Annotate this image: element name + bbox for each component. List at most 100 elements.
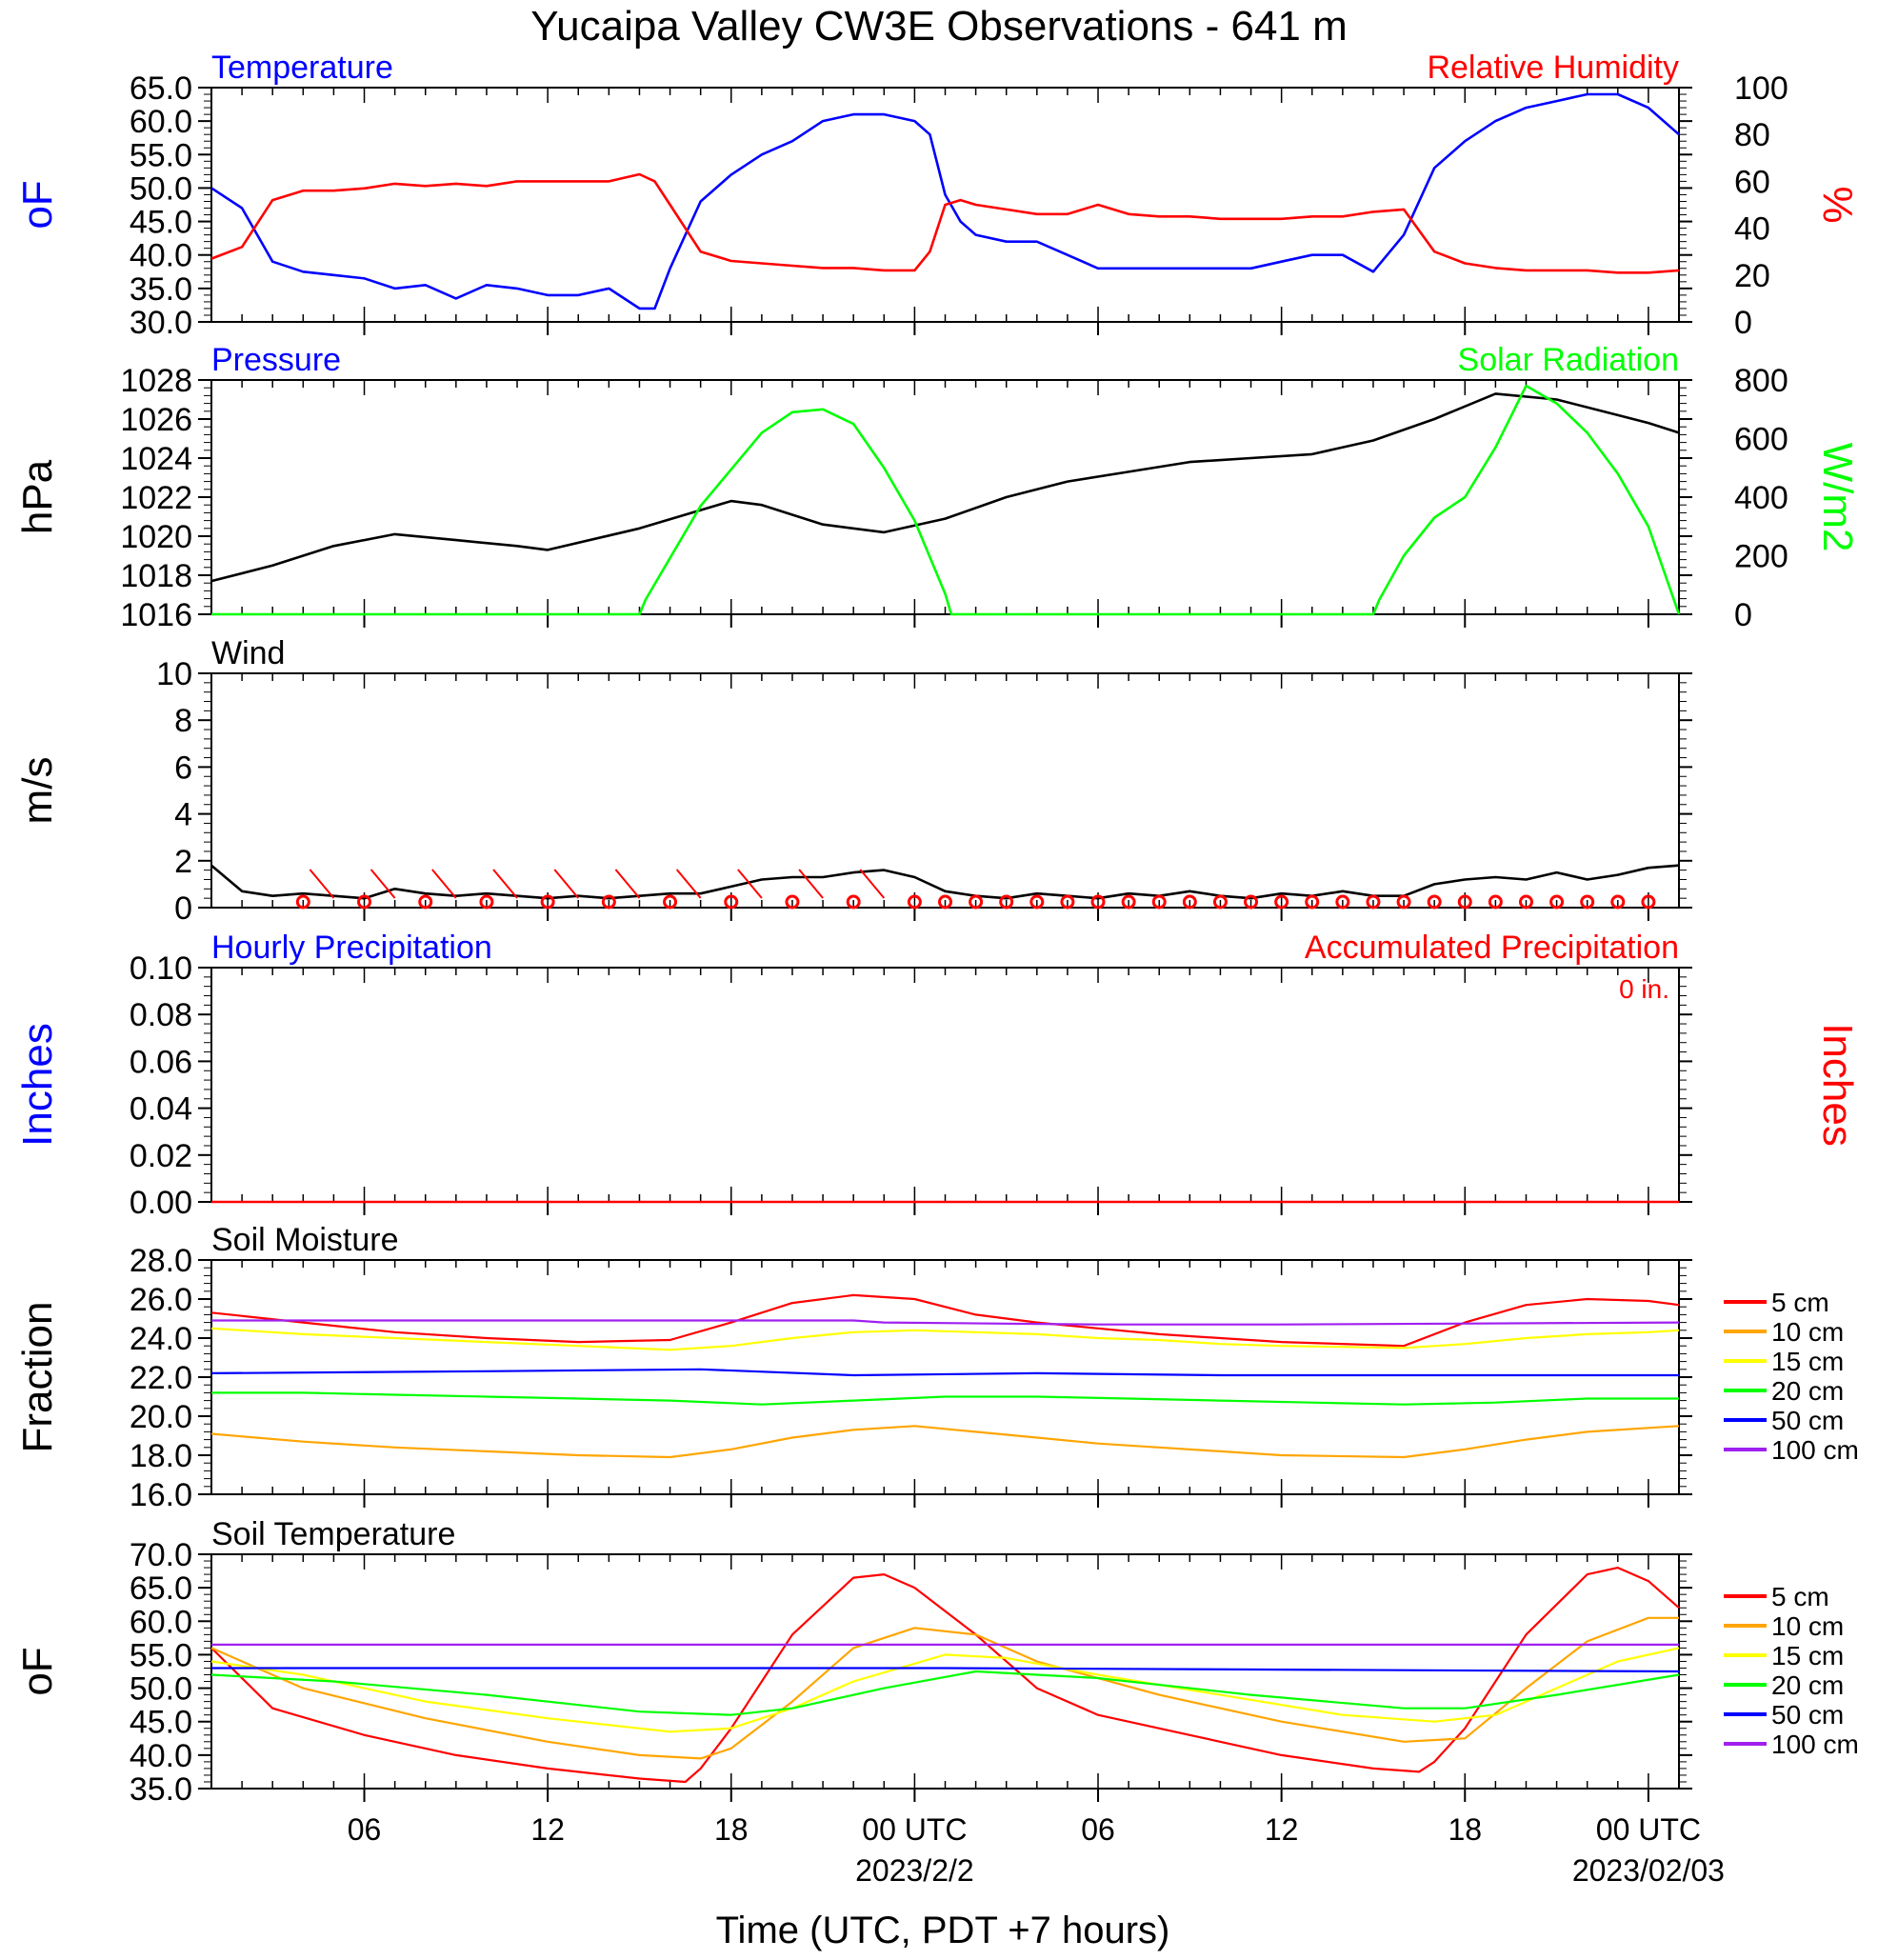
y-tick-label: 6: [174, 750, 192, 786]
y-tick-label: 0.08: [130, 997, 192, 1033]
legend-label: 5 cm: [1771, 1582, 1829, 1611]
panel-title: Soil Temperature: [211, 1516, 455, 1552]
series-temperature: [210, 92, 1680, 310]
panel-temperature-rh: 30.035.040.045.050.055.060.065.0 0 20 40 60 8…: [14, 50, 1861, 341]
x-axis-label: Time (UTC, PDT +7 hours): [716, 1910, 1170, 1951]
wind-calm-marker: [1335, 894, 1350, 910]
wind-calm-marker: [357, 894, 372, 910]
plot-frame: [210, 672, 1680, 909]
series-50-cm: [211, 1667, 1680, 1673]
y-right-tick-label: 100: [1734, 70, 1788, 107]
y-right-tick-label: 20: [1734, 258, 1770, 294]
y-tick-label: 1020: [120, 519, 192, 555]
wind-calm-marker: [479, 894, 494, 910]
wind-barbs: [295, 869, 1656, 910]
legend-label: 15 cm: [1771, 1641, 1844, 1670]
panel-title: Soil Moisture: [211, 1222, 399, 1258]
wind-calm-marker: [969, 894, 984, 910]
panel-title-right: Accumulated Precipitation: [1305, 930, 1679, 966]
panel-title: Wind: [211, 635, 285, 671]
y-tick-label: 70.0: [130, 1537, 192, 1573]
wind-barb: [614, 869, 641, 899]
y-tick-label: 0.04: [130, 1091, 192, 1128]
y-tick-label: 40.0: [130, 1738, 192, 1774]
legend-label: 5 cm: [1771, 1288, 1829, 1317]
panel-precipitation: 0.00 0.02 0.04 0.06 0.08 0.10 Hourly Precipita…: [14, 930, 1861, 1221]
series-50-cm: [210, 1368, 1679, 1377]
wind-calm-marker: [601, 894, 616, 910]
y-right-tick-label: 80: [1734, 117, 1770, 153]
series-wind-speed: [210, 864, 1680, 900]
wind-calm-marker: [785, 894, 800, 910]
wind-barb: [431, 869, 457, 899]
wind-calm-marker: [663, 894, 678, 910]
y-tick-label: 1024: [120, 441, 192, 477]
wind-calm-marker: [1274, 894, 1289, 910]
y-tick-label: 55.0: [130, 137, 192, 173]
wind-calm-marker: [1244, 894, 1259, 910]
series-10-cm: [210, 1616, 1679, 1760]
y-tick-label: 16.0: [130, 1477, 192, 1513]
wind-calm-marker: [1427, 894, 1442, 910]
wind-calm-marker: [1366, 894, 1381, 910]
y-tick-label: 26.0: [130, 1282, 192, 1318]
panels: 30.035.040.045.050.055.060.065.002040608…: [14, 50, 1861, 1888]
series-10-cm: [210, 1425, 1680, 1459]
series-pressure: [210, 392, 1680, 583]
wind-calm-marker: [418, 894, 433, 910]
wind-calm-marker: [1029, 894, 1045, 910]
wind-calm-marker: [1549, 894, 1565, 910]
wind-barb: [737, 869, 763, 899]
wind-calm-marker: [1182, 894, 1197, 910]
series-15-cm: [210, 1647, 1680, 1733]
y-axis-label: Fraction: [14, 1302, 61, 1453]
y-right-tick-label: 600: [1734, 422, 1788, 458]
wind-calm-marker: [1121, 894, 1136, 910]
y-axis-label: hPa: [14, 459, 61, 534]
legend-label: 20 cm: [1771, 1670, 1844, 1700]
wind-calm-marker: [1518, 894, 1533, 910]
series-solar-radiation: [211, 384, 1681, 616]
wind-barb: [370, 869, 396, 899]
wind-calm-marker: [907, 894, 922, 910]
wind-calm-marker: [1610, 894, 1626, 910]
y-tick-label: 55.0: [130, 1637, 192, 1673]
series-15-cm: [210, 1327, 1680, 1351]
date-label: 2023/02/03: [1572, 1853, 1725, 1888]
y-tick-label: 50.0: [130, 1671, 192, 1708]
y-tick-label: 28.0: [130, 1243, 192, 1279]
y-tick-label: 45.0: [130, 205, 192, 241]
wind-calm-marker: [1212, 894, 1228, 910]
series-relative-humidity: [210, 172, 1680, 274]
legend-label: 20 cm: [1771, 1376, 1844, 1406]
y-tick-label: 1016: [120, 597, 192, 633]
plot-frame: [210, 379, 1680, 615]
y-tick-label: 10: [156, 656, 192, 692]
series-5-cm: [210, 1293, 1680, 1348]
y-tick-label: 18.0: [130, 1438, 192, 1474]
panel-title-right: Relative Humidity: [1427, 50, 1679, 86]
x-tick-label: 12: [1265, 1812, 1299, 1847]
chart-title: Yucaipa Valley CW3E Observations - 641 m: [530, 3, 1348, 50]
plot-frame: [210, 967, 1680, 1203]
series-5-cm: [210, 1567, 1680, 1784]
wind-calm-marker: [1488, 894, 1503, 910]
y-tick-label: 60.0: [130, 1604, 192, 1640]
panel-soil-moisture: 16.018.020.022.024.026.028.0 Soil Moistur…: [14, 1222, 1859, 1513]
wind-calm-marker: [938, 894, 952, 910]
wind-calm-marker: [1396, 894, 1411, 910]
x-tick-label: 12: [530, 1812, 565, 1847]
y-right-tick-label: 40: [1734, 211, 1770, 248]
wind-barb: [492, 869, 518, 899]
panel-wind: 0 2 4 6 8 10 Wind m/s: [14, 635, 1692, 927]
y-axis-label: oF: [14, 180, 61, 229]
wind-calm-marker: [1457, 894, 1472, 910]
y-tick-label: 60.0: [130, 104, 192, 140]
panel-title-left: Hourly Precipitation: [211, 930, 492, 966]
y-right-tick-label: 800: [1734, 363, 1788, 399]
y-axis-label: m/s: [14, 757, 61, 825]
panel-title-right: Solar Radiation: [1458, 342, 1679, 378]
